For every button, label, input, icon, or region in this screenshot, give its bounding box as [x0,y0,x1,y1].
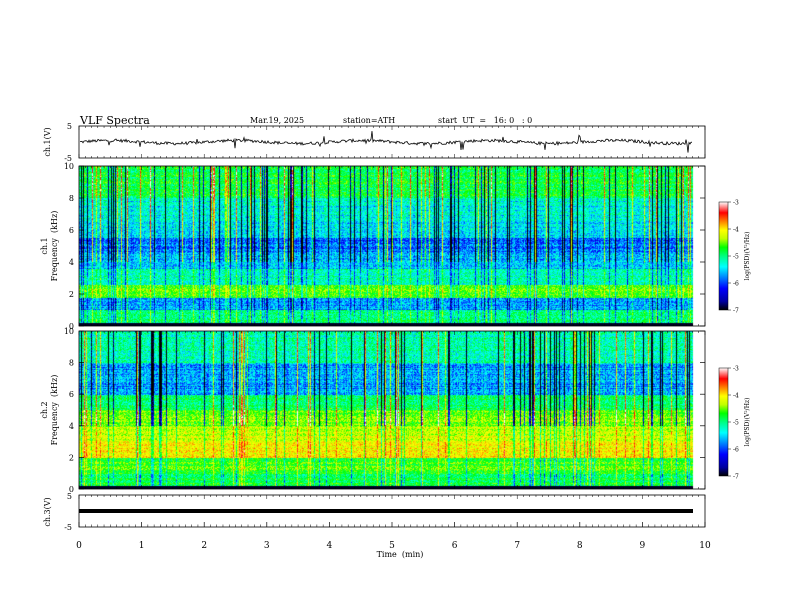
freq-tick-label: 0 [69,322,74,331]
freq-tick-label: 6 [69,226,74,235]
freq-tick-label: 4 [69,422,74,431]
colorbar-tick-label: -5 [733,420,739,427]
ch1-waveform-ylabel: ch.1(V) [43,127,52,156]
ch1-colorbar: -3 -4 -5 -6 -7 log(PSD)(V²/Hz) [718,200,751,315]
ch3-ytick-top: 5 [67,492,72,501]
time-tick-label: 5 [389,541,395,551]
ch1-waveform-trace [80,131,693,153]
colorbar-tick-label: -6 [733,281,739,288]
ch1-colorbar-scale [718,201,729,311]
time-tick-label: 7 [514,541,520,551]
ch1-spectrogram-ylabel-channel: ch.1 [40,237,49,254]
ch3-waveform-trace [79,509,693,513]
ch2-colorbar-label: log(PSD)(V²/Hz) [744,398,751,447]
freq-tick-label: 4 [69,258,74,267]
freq-tick-label: 10 [64,162,74,171]
start-time-label: start UT = 16: 0 : 0 [438,116,532,125]
time-tick-label: 8 [577,541,583,551]
station-label: station=ATH [343,116,395,125]
time-tick-label: 10 [699,541,711,551]
freq-tick-label: 0 [69,485,74,494]
ch2-colorbar: -3 -4 -5 -6 -7 log(PSD)(V²/Hz) [718,366,751,481]
time-tick-label: 9 [640,541,646,551]
time-tick-label: 6 [452,541,458,551]
colorbar-tick-label: -5 [733,254,739,261]
time-tick-label: 2 [201,541,207,551]
colorbar-tick-label: -4 [733,227,739,234]
freq-tick-label: 6 [69,390,74,399]
ch3-waveform-ylabel: ch.3(V) [43,497,52,526]
figure-title: VLF Spectra [79,114,150,127]
time-tick-label: 0 [76,541,82,551]
ch1-waveform-panel: 5 -5 ch.1(V) [43,122,706,163]
freq-tick-label: 8 [69,359,74,368]
colorbar-tick-label: -6 [733,447,739,454]
time-axis: 0 1 2 3 4 5 6 7 8 9 10 [76,126,711,551]
ch2-spectrogram-image [79,331,705,489]
time-tick-label: 1 [139,541,145,551]
time-tick-label: 3 [264,541,270,551]
colorbar-tick-label: -7 [733,308,739,315]
colorbar-tick-label: -3 [733,366,739,373]
freq-tick-label: 2 [69,290,74,299]
ch1-ytick-bottom: -5 [64,154,72,163]
colorbar-tick-label: -3 [733,200,739,207]
ch1-spectrogram-ylabel-frequency: Frequency (kHz) [50,211,59,282]
freq-tick-label: 10 [64,327,74,336]
date-label: Mar.19, 2025 [250,116,304,125]
freq-tick-label: 2 [69,453,74,462]
time-axis-label: Time (min) [377,550,424,559]
colorbar-tick-label: -4 [733,393,739,400]
ch1-colorbar-label: log(PSD)(V²/Hz) [744,232,751,281]
ch1-spectrogram-image [79,166,705,326]
ch2-spectrogram-ylabel-channel: ch.2 [40,401,49,418]
ch1-ytick-top: 5 [67,122,72,131]
colorbar-tick-label: -7 [733,474,739,481]
ch3-ytick-bottom: -5 [64,523,72,532]
ch2-colorbar-scale [718,367,729,477]
freq-tick-label: 8 [69,194,74,203]
ch2-spectrogram-panel: 0 2 4 6 8 10 ch.2 Frequency (kHz) [40,327,706,494]
ch3-waveform-panel: 5 -5 ch.3(V) [43,492,706,532]
ch1-spectrogram-panel: 0 2 4 6 8 10 ch.1 Frequency (kHz) [40,162,706,331]
time-tick-label: 4 [327,541,333,551]
ch2-spectrogram-ylabel-frequency: Frequency (kHz) [50,375,59,446]
